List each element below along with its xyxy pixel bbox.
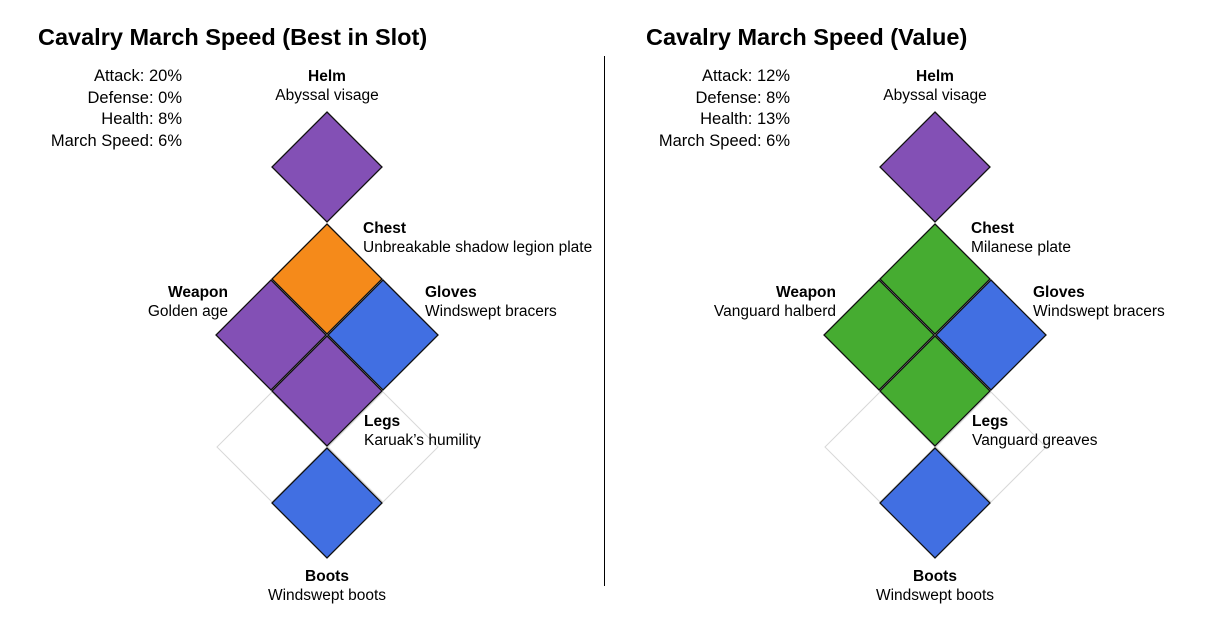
legs-label: Legs Vanguard greaves <box>972 412 1098 450</box>
gloves-item-name: Windswept bracers <box>425 303 557 320</box>
boots-item-name: Windswept boots <box>267 587 387 604</box>
helm-slot-name: Helm <box>916 68 954 85</box>
boots-slot[interactable] <box>271 447 383 559</box>
weapon-label: Weapon Golden age <box>148 283 228 321</box>
stat-defense: Defense: 0% <box>87 88 182 107</box>
equipment-grid <box>823 111 1047 559</box>
helm-slot-name: Helm <box>308 68 346 85</box>
chest-slot[interactable] <box>879 223 991 335</box>
boots-slot-name: Boots <box>305 568 349 585</box>
weapon-item-name: Golden age <box>147 303 228 320</box>
chest-label: Chest Milanese plate <box>971 219 1071 257</box>
stat-attack: Attack: 12% <box>701 67 790 85</box>
helm-slot[interactable] <box>271 111 383 223</box>
chest-label: Chest Unbreakable shadow legion plate <box>363 219 592 257</box>
legs-slot[interactable] <box>879 335 991 447</box>
legs-item-name: Vanguard greaves <box>972 432 1098 449</box>
gloves-label: Gloves Windswept bracers <box>1033 283 1165 321</box>
gloves-slot-name: Gloves <box>1033 284 1085 301</box>
chest-item-name: Unbreakable shadow legion plate <box>363 239 593 256</box>
panel-best-in-slot: Cavalry March Speed (Best in Slot) Attac… <box>0 24 592 605</box>
empty-slot-left <box>216 391 328 503</box>
legs-slot-name: Legs <box>364 413 401 430</box>
chest-slot[interactable] <box>271 223 383 335</box>
stats-block: Attack: 12% Defense: 8% Health: 13% Marc… <box>608 66 790 152</box>
empty-slot-right <box>935 391 1047 503</box>
stats-block: Attack: 20% Defense: 0% Health: 8% March… <box>0 66 182 152</box>
stat-health: Health: 8% <box>101 110 182 129</box>
chest-item-name: Milanese plate <box>971 239 1071 256</box>
weapon-slot[interactable] <box>215 279 327 391</box>
stat-attack: Attack: 20% <box>93 67 182 85</box>
gloves-item-name: Windswept bracers <box>1033 303 1165 320</box>
equipment-grid <box>215 111 439 559</box>
weapon-slot[interactable] <box>823 279 935 391</box>
legs-item-name: Karuak’s humility <box>364 432 481 449</box>
gloves-slot[interactable] <box>935 279 1047 391</box>
legs-slot[interactable] <box>271 335 383 447</box>
weapon-item-name: Vanguard halberd <box>713 303 836 320</box>
weapon-label: Weapon Vanguard halberd <box>714 283 836 321</box>
helm-item-name: Abyssal visage <box>275 87 379 104</box>
chest-slot-name: Chest <box>363 220 407 237</box>
empty-slot-left <box>824 391 936 503</box>
weapon-slot-name: Weapon <box>776 284 836 301</box>
stat-march-speed: March Speed: 6% <box>50 131 182 150</box>
helm-slot[interactable] <box>879 111 991 223</box>
empty-slot-right <box>327 391 439 503</box>
helm-label: Helm Abyssal visage <box>883 67 986 105</box>
boots-item-name: Windswept boots <box>875 587 995 604</box>
boots-slot[interactable] <box>879 447 991 559</box>
stat-march-speed: March Speed: 6% <box>658 131 790 150</box>
legs-slot-name: Legs <box>972 413 1009 430</box>
panel-value: Cavalry March Speed (Value) Attack: 12% … <box>608 0 1210 632</box>
legs-label: Legs Karuak’s humility <box>364 412 481 450</box>
boots-label: Boots Windswept boots <box>876 567 994 605</box>
gloves-label: Gloves Windswept bracers <box>425 283 557 321</box>
panel-divider <box>604 56 605 586</box>
helm-label: Helm Abyssal visage <box>275 67 378 105</box>
chest-slot-name: Chest <box>971 220 1015 237</box>
weapon-slot-name: Weapon <box>168 284 228 301</box>
gloves-slot[interactable] <box>327 279 439 391</box>
helm-item-name: Abyssal visage <box>883 87 987 104</box>
boots-label: Boots Windswept boots <box>268 567 386 605</box>
panel-title: Cavalry March Speed (Best in Slot) <box>38 24 428 50</box>
boots-slot-name: Boots <box>913 568 957 585</box>
stat-defense: Defense: 8% <box>695 88 790 107</box>
stat-health: Health: 13% <box>700 110 790 129</box>
gloves-slot-name: Gloves <box>425 284 477 301</box>
panel-title: Cavalry March Speed (Value) <box>646 24 968 50</box>
